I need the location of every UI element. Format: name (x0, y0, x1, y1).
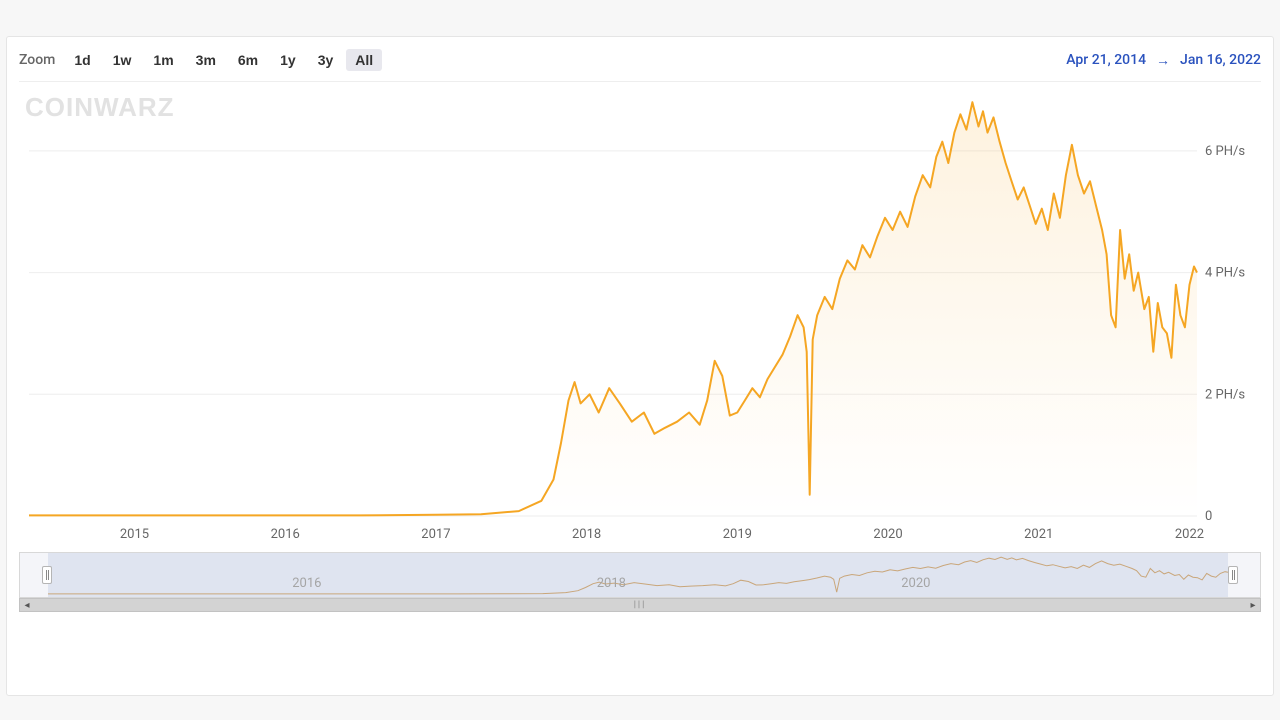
scroll-left-icon[interactable]: ◂ (20, 599, 34, 611)
zoom-all[interactable]: All (346, 49, 382, 71)
chart-toolbar: Zoom 1d 1w 1m 3m 6m 1y 3y All Apr 21, 20… (19, 49, 1261, 82)
svg-text:4 PH/s: 4 PH/s (1205, 266, 1245, 281)
zoom-controls: Zoom 1d 1w 1m 3m 6m 1y 3y All (19, 49, 382, 71)
svg-text:2021: 2021 (1024, 527, 1053, 542)
svg-text:2017: 2017 (421, 527, 450, 542)
zoom-1y[interactable]: 1y (271, 49, 305, 71)
svg-text:2016: 2016 (271, 527, 300, 542)
navigator[interactable]: 2016 2018 2020 ◂ ||| ▸ (19, 552, 1261, 614)
date-range: Apr 21, 2014 → Jan 16, 2022 (1066, 52, 1261, 69)
scrollbar-thumb[interactable]: ||| (34, 599, 1246, 611)
date-to[interactable]: Jan 16, 2022 (1180, 52, 1261, 68)
horizontal-scrollbar[interactable]: ◂ ||| ▸ (19, 598, 1261, 612)
svg-text:2 PH/s: 2 PH/s (1205, 387, 1245, 402)
svg-text:2020: 2020 (873, 527, 902, 542)
chart-panel: Zoom 1d 1w 1m 3m 6m 1y 3y All Apr 21, 20… (6, 36, 1274, 696)
svg-text:6 PH/s: 6 PH/s (1205, 144, 1245, 159)
date-from[interactable]: Apr 21, 2014 (1066, 52, 1146, 68)
svg-text:2022: 2022 (1175, 527, 1204, 542)
zoom-label: Zoom (19, 52, 55, 68)
navigator-svg: 2016 2018 2020 (20, 553, 1256, 597)
zoom-6m[interactable]: 6m (229, 49, 267, 71)
svg-text:2015: 2015 (120, 527, 149, 542)
arrow-right-icon: → (1156, 52, 1170, 69)
navigator-handle-left[interactable] (42, 566, 52, 584)
zoom-1m[interactable]: 1m (144, 49, 182, 71)
svg-text:2016: 2016 (292, 576, 321, 591)
watermark: CoinWarz (25, 92, 175, 123)
zoom-3y[interactable]: 3y (309, 49, 343, 71)
main-chart-svg: 0 2 PH/s 4 PH/s 6 PH/s 2015 2016 2017 2018 2019 2… (19, 86, 1257, 546)
scroll-right-icon[interactable]: ▸ (1246, 599, 1260, 611)
navigator-handle-right[interactable] (1228, 566, 1238, 584)
zoom-1d[interactable]: 1d (65, 49, 99, 71)
svg-text:2018: 2018 (597, 576, 626, 591)
plot-area[interactable]: CoinWarz 0 2 PH/s 4 PH/s 6 PH/s 2015 2016 2017… (19, 86, 1261, 546)
svg-text:0: 0 (1205, 509, 1212, 524)
svg-text:2020: 2020 (901, 576, 930, 591)
zoom-3m[interactable]: 3m (187, 49, 225, 71)
zoom-1w[interactable]: 1w (104, 49, 141, 71)
svg-text:2019: 2019 (723, 527, 752, 542)
svg-text:2018: 2018 (572, 527, 601, 542)
